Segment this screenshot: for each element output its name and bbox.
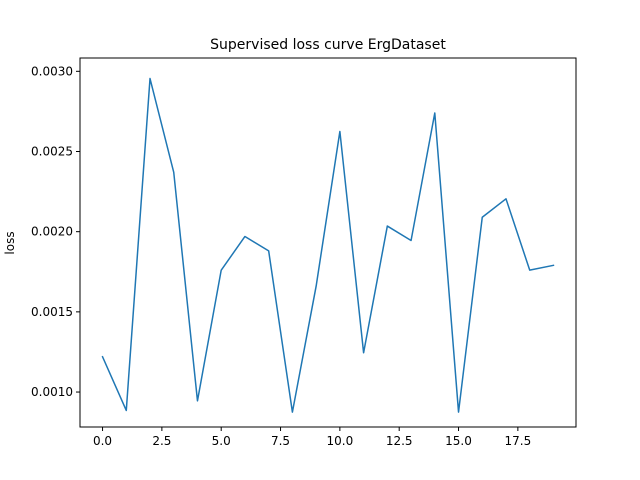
- x-tick-label: 0.0: [93, 434, 112, 448]
- y-axis-label: loss: [3, 231, 17, 254]
- x-axis-ticks: 0.0 2.5 5.0 7.5 10.0 12.5 15.0 17.5: [93, 427, 531, 448]
- x-tick-label: 2.5: [152, 434, 171, 448]
- y-tick-label: 0.0030: [31, 64, 73, 78]
- y-tick-label: 0.0025: [31, 144, 73, 158]
- y-tick-label: 0.0020: [31, 225, 73, 239]
- x-tick-label: 17.5: [504, 434, 531, 448]
- y-axis-ticks: 0.0010 0.0015 0.0020 0.0025 0.0030: [31, 64, 80, 399]
- x-tick-label: 7.5: [271, 434, 290, 448]
- y-tick-label: 0.0015: [31, 305, 73, 319]
- series-group: [101, 77, 555, 413]
- x-tick-label: 5.0: [212, 434, 231, 448]
- x-tick-label: 10.0: [327, 434, 354, 448]
- series-line: [101, 77, 555, 413]
- y-tick-label: 0.0010: [31, 385, 73, 399]
- x-tick-label: 15.0: [445, 434, 472, 448]
- chart-title: Supervised loss curve ErgDataset: [210, 37, 446, 53]
- x-tick-label: 12.5: [386, 434, 413, 448]
- plot-frame: [79, 57, 577, 428]
